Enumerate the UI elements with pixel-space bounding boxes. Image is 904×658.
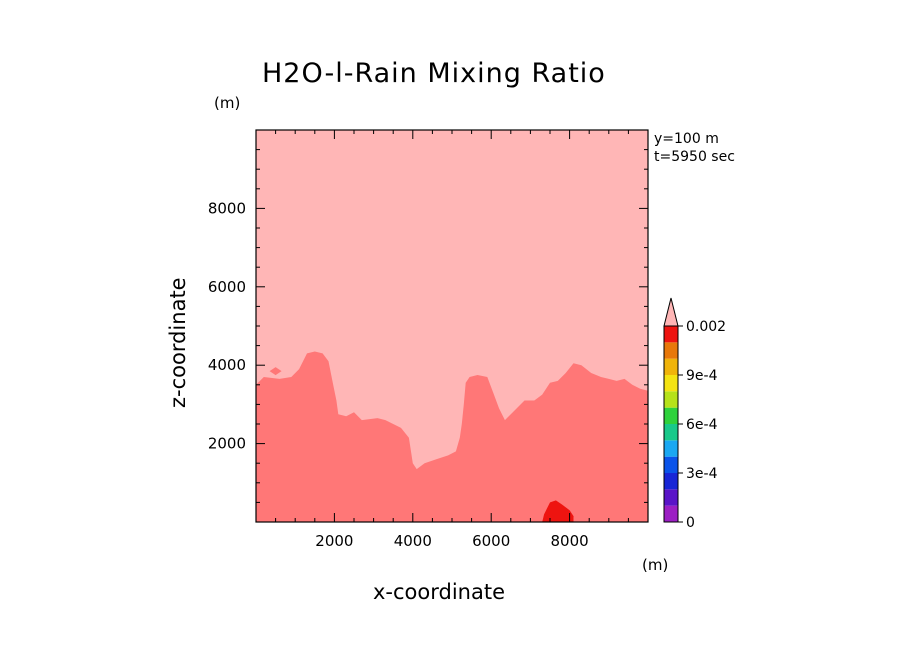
contour-region-1 [256,351,648,522]
info-y-position: y=100 m [654,131,719,147]
colorbar-segment-5 [664,424,678,441]
colorbar-label: 9e-4 [686,368,718,384]
colorbar-segment-1 [664,489,678,506]
colorbar-label: 0 [686,515,695,531]
y-axis-label: z-coordinate [166,277,190,408]
colorbar-segment-10 [664,342,678,359]
colorbar-segment-0 [664,505,678,522]
x-tick-label: 8000 [551,532,589,550]
colorbar-overflow-triangle [663,297,679,327]
x-tick-label: 4000 [394,532,432,550]
y-unit-label: (m) [214,94,241,112]
contour-region-2 [542,500,574,522]
colorbar-segment-2 [664,473,678,490]
y-tick-label: 6000 [208,278,246,296]
y-tick-label: 4000 [208,356,246,374]
colorbar-segment-9 [664,358,678,375]
x-axis-label: x-coordinate [373,580,506,604]
colorbar-segment-7 [664,391,678,408]
contour-patch-0 [269,367,282,376]
colorbar-segment-11 [664,326,678,343]
info-time: t=5950 sec [654,149,735,165]
x-tick-label: 6000 [472,532,510,550]
x-tick-label: 2000 [315,532,353,550]
chart-title: H2O-l-Rain Mixing Ratio [262,58,606,89]
colorbar-segment-4 [664,440,678,457]
colorbar-label: 0.002 [686,319,726,335]
colorbar-label: 6e-4 [686,417,718,433]
y-tick-label: 2000 [208,435,246,453]
x-unit-label: (m) [642,556,669,574]
colorbar-segment-3 [664,456,678,473]
colorbar-segment-8 [664,375,678,392]
colorbar-segment-6 [664,407,678,424]
colorbar-label: 3e-4 [686,466,718,482]
y-tick-label: 8000 [208,199,246,217]
